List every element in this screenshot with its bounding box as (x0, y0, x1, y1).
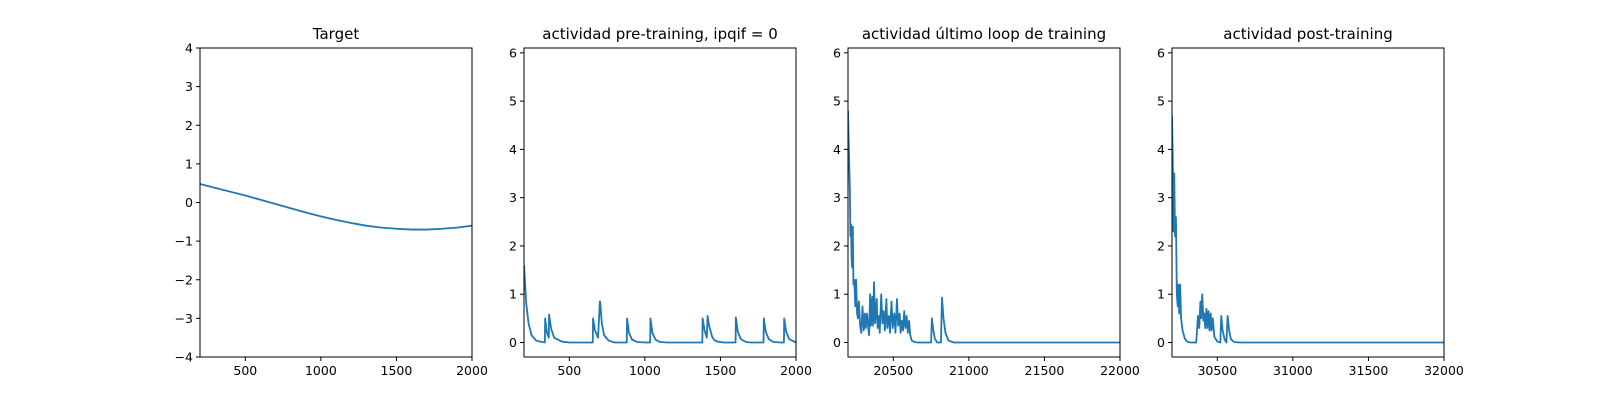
x-tick-label: 21000 (949, 363, 989, 378)
y-tick-label: −1 (175, 234, 193, 249)
y-tick-label: 5 (509, 94, 517, 109)
y-tick-label: 2 (509, 238, 517, 253)
chart-title: actividad último loop de training (862, 25, 1106, 43)
chart-title: Target (312, 25, 360, 43)
y-tick-label: 1 (833, 287, 841, 302)
y-tick-label: 3 (509, 190, 517, 205)
y-tick-label: 0 (509, 335, 517, 350)
y-tick-label: 3 (833, 190, 841, 205)
x-tick-label: 1000 (629, 363, 661, 378)
x-tick-label: 2000 (780, 363, 812, 378)
chart-title: actividad post-training (1223, 25, 1392, 43)
series-line (1172, 115, 1444, 344)
y-tick-label: 4 (509, 142, 517, 157)
y-tick-label: −2 (175, 272, 193, 287)
series-line (524, 265, 796, 344)
y-tick-label: −4 (175, 350, 193, 365)
y-tick-label: 5 (833, 94, 841, 109)
x-tick-label: 1000 (305, 363, 337, 378)
y-tick-label: 3 (1157, 190, 1165, 205)
chart-panel-2: 500 1000 1500 2000 0 1 2 3 4 5 6 actividad pre-trai… (509, 25, 812, 378)
y-tick-label: 0 (1157, 335, 1165, 350)
y-tick-label: 4 (185, 41, 193, 56)
chart-panel-3: 20500 21000 21500 22000 0 1 2 3 4 5 6 actividad últ… (833, 25, 1140, 378)
chart-panel-1: 500 1000 1500 2000 −4 −3 −2 −1 0 1 2 3 4 Target (175, 25, 488, 378)
x-tick-label: 1500 (381, 363, 413, 378)
y-tick-label: 6 (509, 45, 517, 60)
y-tick-label: 4 (833, 142, 841, 157)
axes-frame (199, 47, 473, 358)
x-tick-label: 22000 (1100, 363, 1140, 378)
y-tick-label: 1 (509, 287, 517, 302)
y-tick-label: 0 (185, 195, 193, 210)
y-tick-label: 1 (1157, 287, 1165, 302)
x-tick-label: 500 (233, 363, 257, 378)
x-tick-label: 31000 (1273, 363, 1313, 378)
x-tick-label: 31500 (1349, 363, 1389, 378)
y-tick-label: 6 (833, 45, 841, 60)
series-line (848, 110, 1120, 344)
x-tick-label: 20500 (873, 363, 913, 378)
x-tick-label: 32000 (1424, 363, 1464, 378)
chart-panel-4: 30500 31000 31500 32000 0 1 2 3 4 5 6 actividad pos… (1157, 25, 1464, 378)
y-tick-label: −3 (175, 311, 193, 326)
y-tick-label: 3 (185, 79, 193, 94)
y-tick-label: 0 (833, 335, 841, 350)
chart-title: actividad pre-training, ipqif = 0 (542, 25, 778, 43)
x-tick-label: 1500 (705, 363, 737, 378)
x-tick-label: 21500 (1025, 363, 1065, 378)
axes-frame (1171, 47, 1445, 358)
x-tick-label: 30500 (1197, 363, 1237, 378)
y-tick-label: 2 (185, 118, 193, 133)
y-tick-label: 6 (1157, 45, 1165, 60)
axes-frame (847, 47, 1121, 358)
y-tick-label: 4 (1157, 142, 1165, 157)
y-tick-label: 1 (185, 156, 193, 171)
y-tick-label: 2 (833, 238, 841, 253)
x-tick-label: 2000 (456, 363, 488, 378)
y-tick-label: 2 (1157, 238, 1165, 253)
y-tick-label: 5 (1157, 94, 1165, 109)
axes-frame (523, 47, 797, 358)
x-tick-label: 500 (557, 363, 581, 378)
series-line (200, 183, 472, 231)
